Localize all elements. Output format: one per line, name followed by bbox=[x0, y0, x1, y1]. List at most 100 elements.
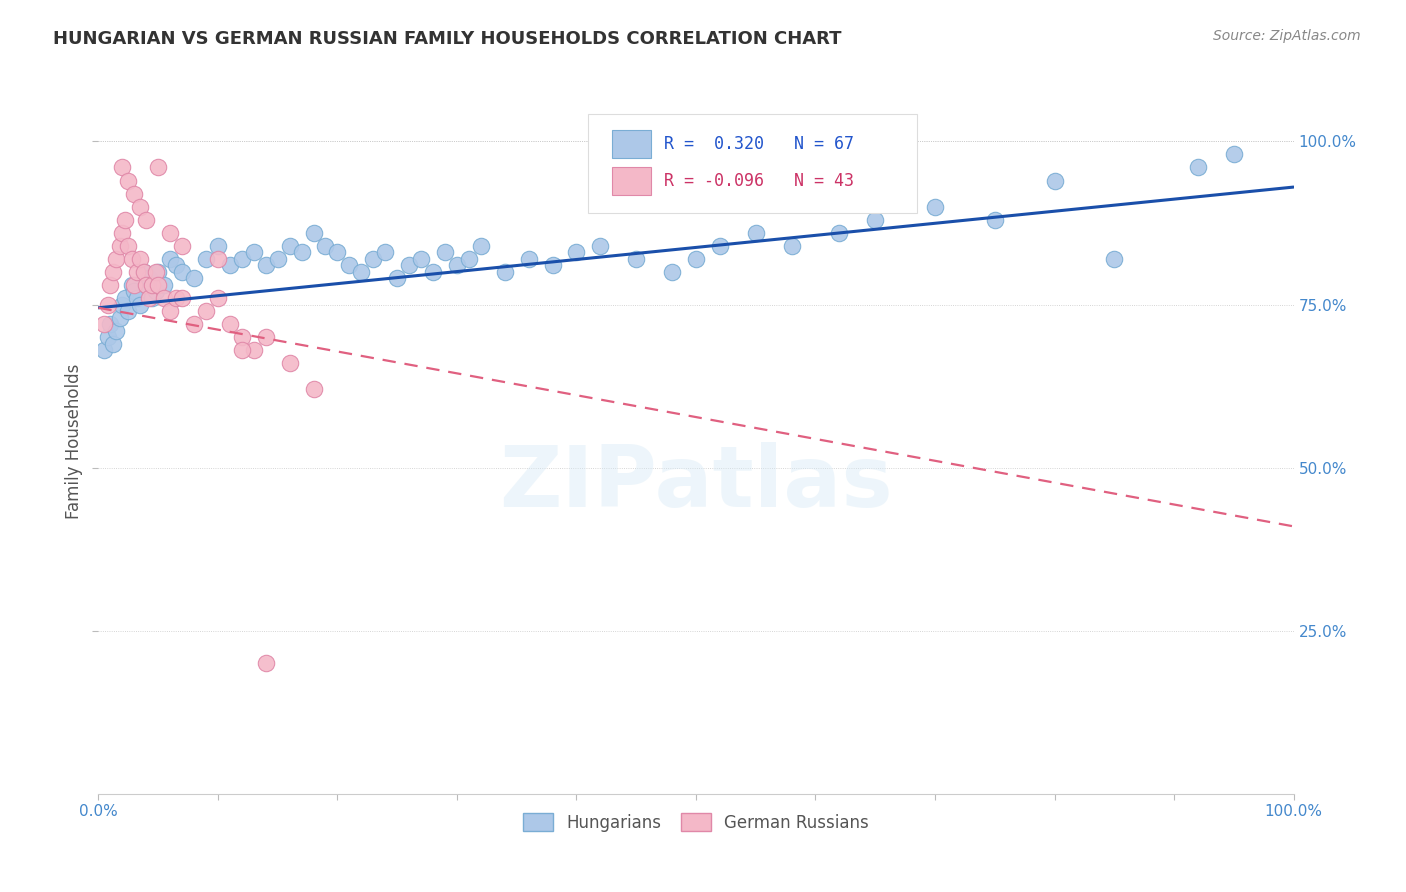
Point bbox=[159, 252, 181, 266]
Point bbox=[124, 285, 146, 299]
Point bbox=[129, 252, 152, 266]
Point bbox=[195, 252, 218, 266]
Point bbox=[458, 252, 481, 266]
Point bbox=[589, 239, 612, 253]
Point bbox=[172, 265, 194, 279]
Point bbox=[124, 277, 146, 292]
Point bbox=[101, 265, 124, 279]
Point bbox=[267, 252, 290, 266]
Point bbox=[117, 239, 139, 253]
Point bbox=[254, 259, 277, 273]
Point bbox=[108, 310, 131, 325]
Point bbox=[326, 245, 349, 260]
Text: R =  0.320   N = 67: R = 0.320 N = 67 bbox=[664, 136, 853, 153]
Point bbox=[207, 291, 229, 305]
Point bbox=[219, 259, 242, 273]
Point bbox=[114, 291, 136, 305]
Point bbox=[494, 265, 516, 279]
Point bbox=[541, 259, 564, 273]
Point bbox=[385, 271, 409, 285]
Point bbox=[97, 330, 120, 344]
Point bbox=[254, 657, 277, 671]
Text: Source: ZipAtlas.com: Source: ZipAtlas.com bbox=[1213, 29, 1361, 43]
Point bbox=[159, 226, 181, 240]
Point bbox=[219, 317, 242, 331]
Y-axis label: Family Households: Family Households bbox=[65, 364, 83, 519]
Point bbox=[153, 277, 176, 292]
Point bbox=[411, 252, 433, 266]
Point bbox=[125, 265, 148, 279]
Point bbox=[278, 239, 301, 253]
Point bbox=[117, 304, 139, 318]
Point bbox=[302, 382, 325, 396]
Text: ZIPatlas: ZIPatlas bbox=[499, 442, 893, 525]
Point bbox=[148, 277, 170, 292]
Point bbox=[135, 277, 157, 292]
Point bbox=[105, 252, 128, 266]
Point bbox=[138, 271, 160, 285]
Point bbox=[339, 259, 361, 273]
Point bbox=[105, 324, 128, 338]
Text: HUNGARIAN VS GERMAN RUSSIAN FAMILY HOUSEHOLDS CORRELATION CHART: HUNGARIAN VS GERMAN RUSSIAN FAMILY HOUSE… bbox=[53, 30, 842, 48]
Point bbox=[93, 317, 115, 331]
Legend: Hungarians, German Russians: Hungarians, German Russians bbox=[516, 806, 876, 838]
Point bbox=[172, 239, 194, 253]
Point bbox=[254, 330, 277, 344]
Point bbox=[114, 212, 136, 227]
Point bbox=[1223, 147, 1246, 161]
Point bbox=[138, 291, 160, 305]
Point bbox=[780, 239, 803, 253]
Point bbox=[470, 239, 492, 253]
Point bbox=[685, 252, 707, 266]
Point bbox=[111, 297, 134, 311]
Point bbox=[145, 285, 167, 299]
Point bbox=[159, 304, 181, 318]
Point bbox=[117, 173, 139, 187]
Point bbox=[626, 252, 648, 266]
Point bbox=[291, 245, 314, 260]
Point bbox=[446, 259, 468, 273]
Point bbox=[132, 265, 155, 279]
Point bbox=[111, 161, 134, 175]
Point bbox=[1187, 161, 1209, 175]
Point bbox=[125, 291, 148, 305]
Point bbox=[141, 291, 163, 305]
Bar bbox=[613, 167, 651, 194]
Text: R = -0.096   N = 43: R = -0.096 N = 43 bbox=[664, 172, 853, 190]
Point bbox=[984, 212, 1007, 227]
Point bbox=[745, 226, 768, 240]
Point bbox=[145, 265, 167, 279]
Point bbox=[302, 226, 325, 240]
Point bbox=[98, 277, 122, 292]
Point bbox=[207, 239, 229, 253]
Point bbox=[828, 226, 851, 240]
Point bbox=[183, 271, 205, 285]
Point bbox=[195, 304, 218, 318]
Point bbox=[231, 330, 253, 344]
Point bbox=[243, 245, 266, 260]
Point bbox=[98, 317, 122, 331]
Point bbox=[231, 252, 253, 266]
Point bbox=[135, 277, 157, 292]
Point bbox=[398, 259, 420, 273]
Point bbox=[165, 291, 187, 305]
Point bbox=[129, 200, 152, 214]
Point bbox=[121, 277, 143, 292]
Point bbox=[97, 297, 120, 311]
Point bbox=[148, 265, 170, 279]
Point bbox=[434, 245, 457, 260]
Point bbox=[517, 252, 540, 266]
Point bbox=[865, 212, 887, 227]
Point bbox=[132, 265, 155, 279]
Point bbox=[165, 259, 187, 273]
Point bbox=[101, 336, 124, 351]
Point bbox=[172, 291, 194, 305]
Point bbox=[1043, 173, 1066, 187]
Point bbox=[243, 343, 266, 358]
Point bbox=[207, 252, 229, 266]
Point bbox=[121, 252, 143, 266]
Point bbox=[709, 239, 731, 253]
Point bbox=[135, 212, 157, 227]
FancyBboxPatch shape bbox=[589, 114, 917, 212]
Bar bbox=[613, 130, 651, 158]
